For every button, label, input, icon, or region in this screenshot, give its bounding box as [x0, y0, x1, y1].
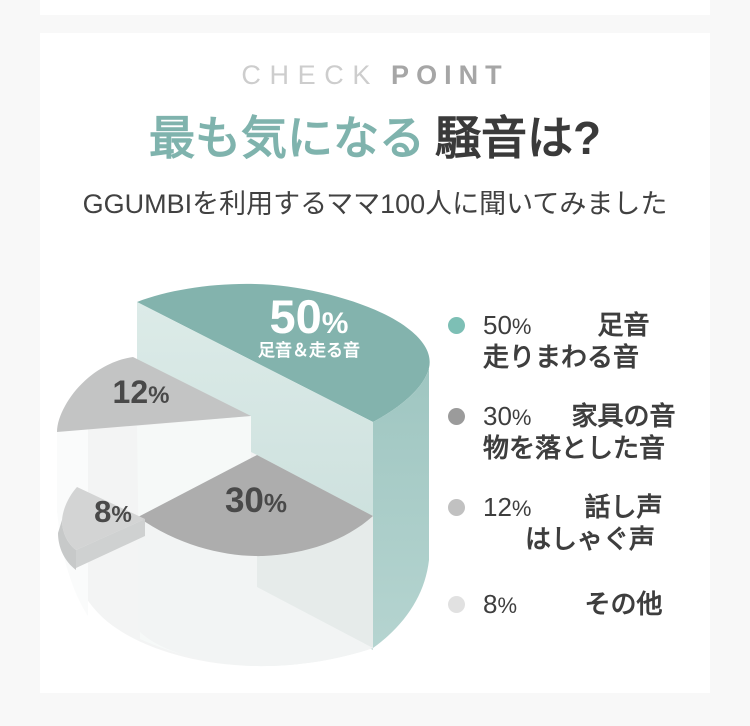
legend-bullet-icon — [448, 596, 465, 613]
eyebrow-point: POINT — [391, 60, 509, 90]
pie-label-12: 12% — [113, 374, 170, 410]
legend-label: 家具の音 — [571, 401, 676, 431]
page-title-accent: 最も気になる — [148, 112, 425, 164]
pie-slice-12-top — [57, 357, 251, 432]
legend-label-line2: 物を落とした音 — [483, 433, 666, 463]
pie-label-8: 8% — [94, 494, 132, 529]
previous-section-strip — [40, 0, 710, 15]
legend-item-50: 50% 足音 走りまわる音 — [448, 310, 706, 373]
pie-label-30: 30% — [225, 481, 287, 520]
legend-bullet-icon — [448, 499, 465, 516]
legend-item-30: 30% 家具の音 物を落とした音 — [448, 401, 706, 464]
legend-label: その他 — [584, 589, 663, 619]
legend-bullet-icon — [448, 317, 465, 334]
page-title-rest: 騒音は? — [434, 112, 602, 164]
page-title: 最も気になる 騒音は? — [0, 110, 750, 166]
pie-slice-30-front-wall — [138, 516, 373, 667]
legend-label: 話し声 — [584, 492, 663, 522]
pie-slice-50-side-wall — [373, 368, 429, 648]
pie-slice-8-top — [62, 487, 145, 550]
pie-slice-30-top — [138, 455, 373, 557]
legend-label-line2: 走りまわる音 — [483, 342, 640, 372]
pie-slice-8-front-wall — [76, 519, 145, 568]
eyebrow-check: CHECK — [241, 60, 380, 90]
pie-label-50-text: 足音＆走る音 — [258, 340, 360, 360]
pie-slice-8-side-wall — [58, 520, 76, 570]
pie-label-50: 50% — [270, 290, 349, 343]
chart-legend: 50% 足音 走りまわる音 30% 家具の音 物を落とした音 12% 話し声 は… — [448, 310, 706, 649]
page-subtitle: GGUMBIを利用するママ100人に聞いてみました — [82, 189, 668, 219]
legend-pct: 50% — [483, 310, 532, 340]
legend-label: 足音 — [597, 310, 650, 340]
pie-chart-svg: 50% 足音＆走る音 12% 30% 8% — [57, 283, 430, 667]
legend-item-8: 8% その他 — [448, 589, 706, 621]
legend-bullet-icon — [448, 408, 465, 425]
eyebrow-heading: CHECK POINT — [0, 60, 750, 90]
pie-slice-50-top — [137, 283, 430, 422]
legend-pct: 12% — [483, 492, 532, 522]
legend-pct: 8% — [483, 589, 518, 619]
legend-label-line2: はしゃぐ声 — [525, 524, 656, 554]
legend-pct: 30% — [483, 401, 532, 431]
legend-item-12: 12% 話し声 はしゃぐ声 — [448, 492, 706, 555]
pie-chart: 50% 足音＆走る音 12% 30% 8% — [50, 265, 450, 675]
